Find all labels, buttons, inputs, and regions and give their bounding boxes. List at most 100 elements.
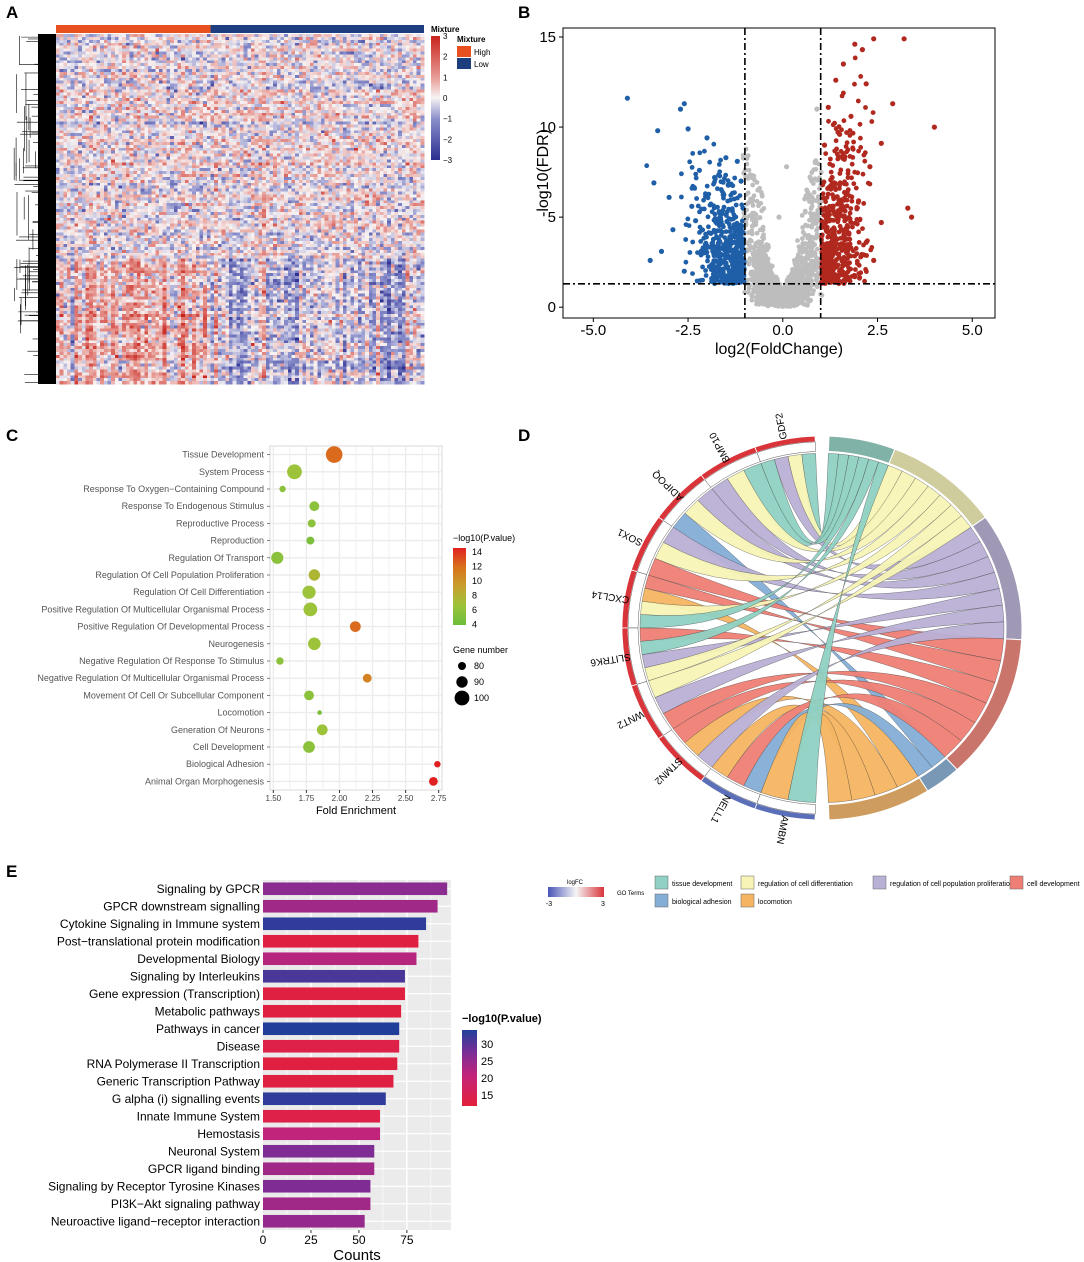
heatmap-cell xyxy=(56,83,60,87)
heatmap-cell xyxy=(368,69,373,73)
heatmap-cell xyxy=(317,45,322,49)
heatmap-cell xyxy=(67,121,72,125)
heatmap-cell xyxy=(398,153,403,157)
heatmap-cell xyxy=(262,48,267,52)
heatmap-cell xyxy=(254,48,259,52)
heatmap-cell xyxy=(125,124,130,128)
heatmap-cell xyxy=(118,168,123,172)
heatmap-cell xyxy=(184,130,189,134)
heatmap-cell xyxy=(416,165,421,169)
heatmap-cell xyxy=(295,63,300,67)
heatmap-cell xyxy=(247,165,252,169)
heatmap-cell xyxy=(420,162,425,166)
heatmap-cell xyxy=(122,162,127,166)
heatmap-cell xyxy=(210,133,215,137)
heatmap-cell xyxy=(306,130,311,134)
heatmap-cell xyxy=(89,133,94,137)
heatmap-cell xyxy=(328,159,333,163)
heatmap-cell xyxy=(317,104,322,108)
heatmap-cell xyxy=(317,34,322,38)
heatmap-cell xyxy=(56,109,60,114)
heatmap-cell xyxy=(67,95,72,99)
heatmap-cell xyxy=(273,112,278,116)
heatmap-cell xyxy=(295,51,300,55)
heatmap-cell xyxy=(114,48,119,52)
heatmap-cell xyxy=(232,42,237,46)
heatmap-cell xyxy=(214,69,219,73)
heatmap-cell xyxy=(148,174,152,178)
heatmap-cell xyxy=(70,63,75,67)
heatmap-cell xyxy=(184,150,189,154)
heatmap-cell xyxy=(332,112,336,116)
heatmap-cell xyxy=(133,42,138,46)
heatmap-cell xyxy=(320,156,325,160)
heatmap-cell xyxy=(67,133,72,137)
heatmap-cell xyxy=(317,42,322,46)
heatmap-cell xyxy=(103,57,108,61)
heatmap-cell xyxy=(265,86,270,90)
heatmap-cell xyxy=(365,80,370,84)
heatmap-cell xyxy=(379,51,384,55)
heatmap-cell xyxy=(125,83,130,87)
heatmap-cell xyxy=(125,156,130,160)
heatmap-cell xyxy=(302,63,307,67)
heatmap-cell xyxy=(85,104,90,108)
heatmap-cell xyxy=(236,162,241,166)
heatmap-cell xyxy=(343,150,348,154)
heatmap-cell xyxy=(100,95,105,99)
heatmap-cell xyxy=(273,130,278,134)
heatmap-cell xyxy=(409,133,414,137)
heatmap-cell xyxy=(92,121,97,125)
heatmap-cell xyxy=(309,130,314,134)
heatmap-cell xyxy=(96,83,101,87)
heatmap-cell xyxy=(394,162,399,166)
heatmap-cell xyxy=(206,71,211,76)
heatmap-cell xyxy=(203,54,208,58)
heatmap-cell xyxy=(368,83,373,87)
heatmap-cell xyxy=(346,141,351,146)
heatmap-cell xyxy=(70,74,75,79)
heatmap-cell xyxy=(56,74,60,79)
heatmap-cell xyxy=(412,51,417,55)
heatmap-cell xyxy=(276,133,281,137)
heatmap-cell xyxy=(85,54,90,58)
heatmap-cell xyxy=(328,45,333,49)
heatmap-cell xyxy=(343,74,348,79)
heatmap-cell xyxy=(155,133,160,137)
heatmap-cell xyxy=(89,36,94,41)
heatmap-cell xyxy=(155,39,160,44)
heatmap-cell xyxy=(111,109,116,114)
heatmap-cell xyxy=(199,57,204,61)
heatmap-cell xyxy=(206,139,211,143)
heatmap-cell xyxy=(81,71,86,76)
heatmap-cell xyxy=(199,127,204,131)
heatmap-cell xyxy=(287,54,292,58)
heatmap-cell xyxy=(357,69,362,73)
heatmap-cell xyxy=(136,174,141,178)
heatmap-cell xyxy=(159,101,164,105)
heatmap-cell xyxy=(387,71,392,76)
heatmap-cell xyxy=(276,71,281,76)
heatmap-cell xyxy=(258,159,263,163)
heatmap-cell xyxy=(89,162,94,166)
heatmap-cell xyxy=(346,150,351,154)
heatmap-cell xyxy=(181,130,186,134)
heatmap-cell xyxy=(192,124,197,128)
heatmap-cell xyxy=(118,57,123,61)
heatmap-cell xyxy=(328,66,333,70)
heatmap-cell xyxy=(133,95,138,99)
panel-label-c: C xyxy=(6,426,19,445)
heatmap-cell xyxy=(177,121,182,125)
heatmap-cell xyxy=(361,45,366,49)
heatmap-cell xyxy=(368,89,373,93)
heatmap-cell xyxy=(92,80,97,84)
heatmap-cell xyxy=(173,136,178,140)
heatmap-cell xyxy=(240,106,244,111)
heatmap-cell xyxy=(394,127,399,131)
heatmap-cell xyxy=(354,92,359,96)
heatmap-cell xyxy=(265,98,270,102)
heatmap-cell xyxy=(302,101,307,105)
heatmap-cell xyxy=(107,77,112,81)
heatmap-cell xyxy=(284,63,289,67)
heatmap-cell xyxy=(317,141,322,146)
